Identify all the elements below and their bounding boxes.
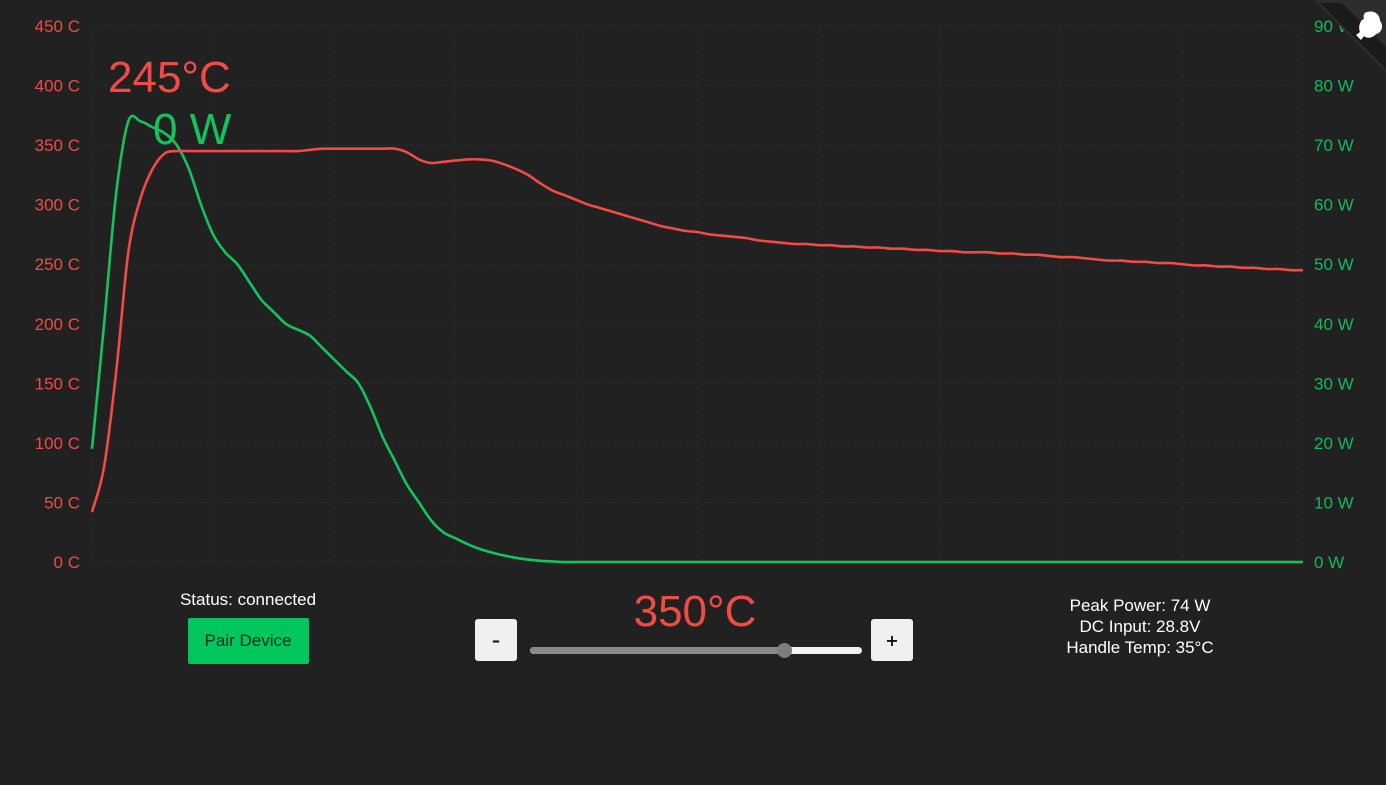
decrease-setpoint-button[interactable]: – <box>475 619 517 661</box>
power-series-line <box>90 114 1303 564</box>
pair-device-button[interactable]: Pair Device <box>187 618 309 664</box>
setpoint-slider[interactable] <box>530 643 862 658</box>
y-right-tick-label: 40 W <box>1314 315 1354 334</box>
current-power-readout: 0 W <box>153 105 232 154</box>
connection-status: Status: connected <box>179 590 317 609</box>
y-left-tick-label: 200 C <box>35 315 80 334</box>
peak-power-stat: Peak Power: 74 W <box>1069 596 1211 615</box>
y-right-tick-label: 80 W <box>1314 77 1354 96</box>
setpoint-slider-fill <box>530 647 784 654</box>
device-stats: Peak Power: 74 W DC Input: 28.8V Handle … <box>1040 595 1240 658</box>
logo-icon[interactable] <box>1314 0 1386 72</box>
y-left-tick-label: 50 C <box>44 493 80 512</box>
y-left-tick-label: 300 C <box>35 196 80 215</box>
y-right-tick-label: 70 W <box>1314 136 1354 155</box>
y-right-tick-label: 30 W <box>1314 374 1354 393</box>
y-left-tick-label: 350 C <box>35 136 80 155</box>
current-temperature-readout: 245°C <box>108 53 231 102</box>
dc-input-stat: DC Input: 28.8V <box>1079 617 1201 636</box>
y-right-tick-label: 10 W <box>1314 493 1354 512</box>
chart-gridlines <box>91 25 1304 563</box>
status-block: Status: connected Pair Device <box>168 590 328 664</box>
temperature-series-line <box>90 147 1304 513</box>
setpoint-temperature: 350°C <box>633 587 757 636</box>
y-left-tick-label: 150 C <box>35 374 80 393</box>
handle-temp-stat: Handle Temp: 35°C <box>1066 638 1214 657</box>
setpoint-slider-thumb[interactable] <box>776 643 792 658</box>
y-left-tick-label: 0 C <box>54 553 80 572</box>
y-left-tick-label: 100 C <box>35 434 80 453</box>
y-left-tick-label: 250 C <box>35 255 80 274</box>
y-right-tick-label: 60 W <box>1314 196 1354 215</box>
y-right-tick-label: 20 W <box>1314 434 1354 453</box>
increase-setpoint-button[interactable]: + <box>871 619 913 661</box>
y-left-tick-label: 400 C <box>35 77 80 96</box>
y-right-tick-label: 50 W <box>1314 255 1354 274</box>
y-right-tick-label: 0 W <box>1314 553 1344 572</box>
y-left-tick-label: 450 C <box>35 17 80 36</box>
